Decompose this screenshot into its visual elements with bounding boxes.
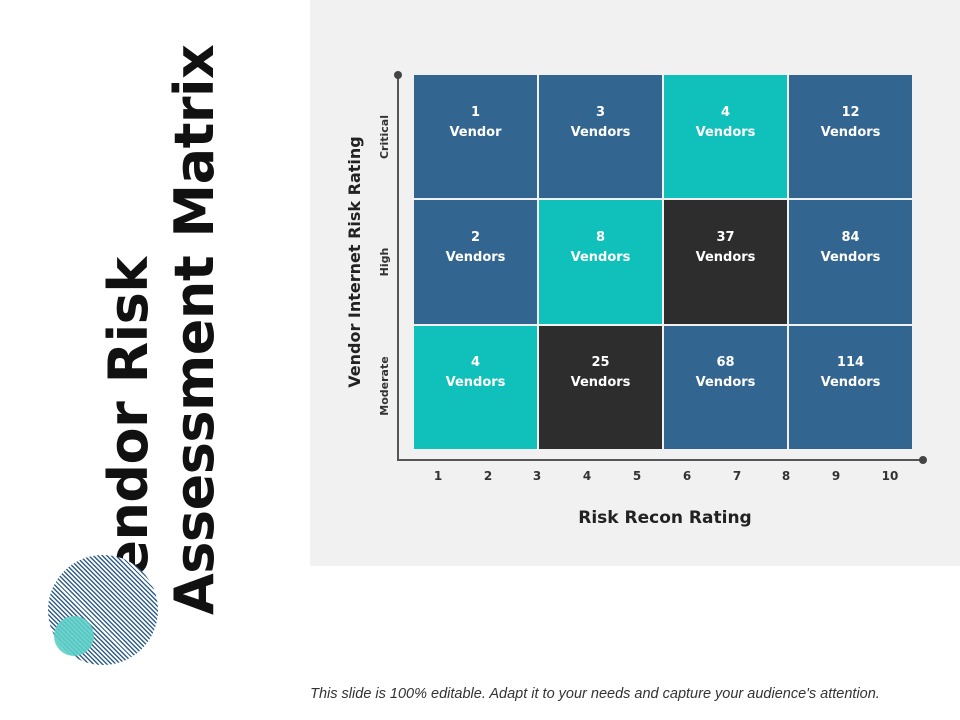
cell-unit: Vendors <box>820 249 881 265</box>
cell-count: 114 <box>836 355 865 371</box>
x-tick-label: 8 <box>781 469 791 483</box>
x-tick-label: 10 <box>881 469 899 483</box>
cell-count: 12 <box>841 104 860 120</box>
cell-unit: Vendors <box>695 249 756 265</box>
cell-unit: Vendors <box>695 375 756 391</box>
cell-unit: Vendor <box>449 124 502 140</box>
x-tick-label: 4 <box>582 469 592 483</box>
decorative-teal-circle <box>54 616 94 656</box>
cell-count: 3 <box>595 104 606 120</box>
x-tick-label: 2 <box>483 469 493 483</box>
row-label-high: High <box>378 247 391 277</box>
cell-unit: Vendors <box>695 124 756 140</box>
risk-matrix-grid: 1 Vendor 3 Vendors 4 Vendors 12 Vendors 2 Ven… <box>414 75 912 449</box>
cell-count: 25 <box>591 355 610 371</box>
x-tick-label: 3 <box>532 469 542 483</box>
cell-unit: Vendors <box>445 375 506 391</box>
matrix-cell: 84 Vendors <box>789 200 912 324</box>
x-axis-end-dot <box>919 456 927 464</box>
matrix-cell: 114 Vendors <box>789 325 912 449</box>
cell-count: 68 <box>716 355 735 371</box>
x-tick-label: 5 <box>632 469 642 483</box>
matrix-cell: 1 Vendor <box>414 75 537 199</box>
matrix-cell: 37 Vendors <box>664 200 787 324</box>
matrix-cell: 4 Vendors <box>664 75 787 199</box>
matrix-cell: 25 Vendors <box>539 325 662 449</box>
cell-count: 4 <box>720 104 731 120</box>
matrix-cell: 8 Vendors <box>539 200 662 324</box>
row-label-critical: Critical <box>378 115 391 160</box>
cell-unit: Vendors <box>820 375 881 391</box>
x-tick-label: 1 <box>433 469 443 483</box>
cell-unit: Vendors <box>820 124 881 140</box>
matrix-cell: 12 Vendors <box>789 75 912 199</box>
cell-unit: Vendors <box>570 249 631 265</box>
cell-unit: Vendors <box>570 124 631 140</box>
cell-unit: Vendors <box>570 375 631 391</box>
title-line-2: Assessment Matrix <box>163 44 226 615</box>
matrix-cell: 68 Vendors <box>664 325 787 449</box>
cell-count: 1 <box>470 104 481 120</box>
matrix-cell: 4 Vendors <box>414 325 537 449</box>
x-tick-label: 6 <box>682 469 692 483</box>
x-axis-label: Risk Recon Rating <box>578 508 752 528</box>
matrix-cell: 2 Vendors <box>414 200 537 324</box>
cell-count: 84 <box>841 229 860 245</box>
y-axis-end-dot <box>394 71 402 79</box>
cell-count: 4 <box>470 355 481 371</box>
y-axis-label: Vendor Internet Risk Rating <box>345 136 364 388</box>
matrix-cell: 3 Vendors <box>539 75 662 199</box>
cell-count: 8 <box>595 229 606 245</box>
slide-title: Vendor Risk Assessment Matrix <box>96 44 226 615</box>
title-line-1: Vendor Risk <box>97 257 160 615</box>
y-axis-line <box>397 75 399 461</box>
row-label-moderate: Moderate <box>378 356 391 416</box>
x-tick-label: 7 <box>732 469 742 483</box>
x-axis-line <box>397 459 923 461</box>
x-tick-label: 9 <box>831 469 841 483</box>
cell-count: 37 <box>716 229 735 245</box>
footer-note: This slide is 100% editable. Adapt it to… <box>310 686 880 702</box>
cell-count: 2 <box>470 229 481 245</box>
cell-unit: Vendors <box>445 249 506 265</box>
